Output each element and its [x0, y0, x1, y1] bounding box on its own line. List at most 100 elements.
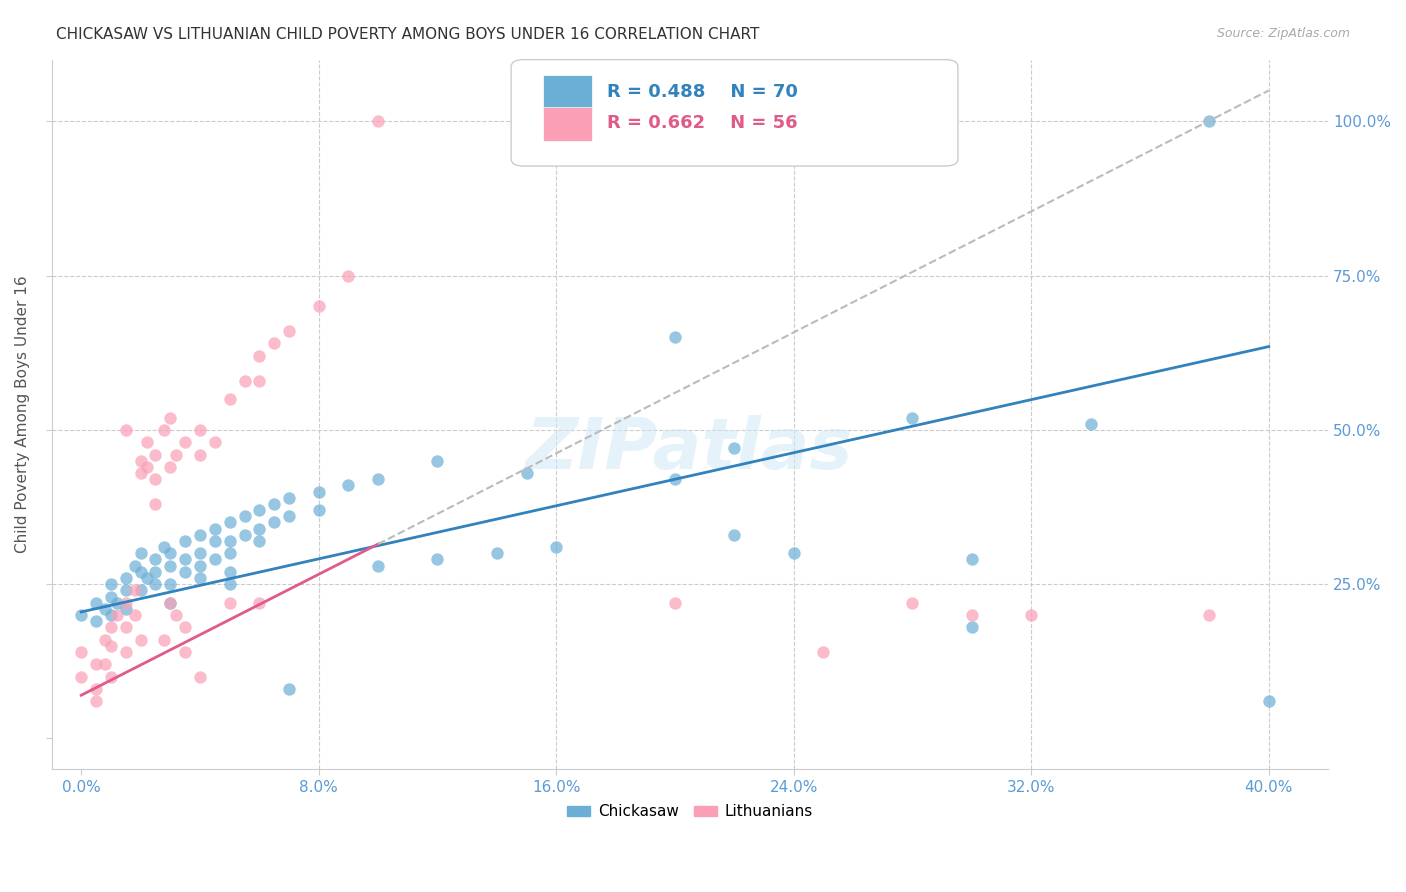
Point	[114, 645, 136, 659]
Point	[159, 558, 181, 573]
Point	[84, 682, 107, 697]
Point	[84, 596, 107, 610]
Point	[129, 454, 152, 468]
Text: CHICKASAW VS LITHUANIAN CHILD POVERTY AMONG BOYS UNDER 16 CORRELATION CHART: CHICKASAW VS LITHUANIAN CHILD POVERTY AM…	[56, 27, 759, 42]
Point	[105, 607, 128, 622]
Text: ZIPatlas: ZIPatlas	[526, 416, 853, 484]
Point	[308, 300, 330, 314]
Point	[233, 374, 256, 388]
Point	[367, 558, 389, 573]
Point	[174, 552, 197, 566]
Point	[247, 522, 270, 536]
Point	[188, 571, 211, 585]
Point	[70, 645, 93, 659]
Point	[337, 268, 360, 283]
Bar	[543, 75, 592, 110]
Point	[664, 330, 686, 344]
Point	[204, 552, 226, 566]
Point	[233, 509, 256, 524]
Point	[124, 607, 146, 622]
Point	[188, 558, 211, 573]
Point	[1080, 417, 1102, 431]
Point	[367, 114, 389, 128]
Point	[218, 516, 240, 530]
Point	[165, 607, 187, 622]
Point	[114, 596, 136, 610]
Point	[308, 503, 330, 517]
Point	[426, 454, 449, 468]
Point	[129, 565, 152, 579]
Point	[218, 596, 240, 610]
Point	[278, 682, 301, 697]
Point	[153, 423, 176, 437]
Point	[278, 509, 301, 524]
Point	[100, 590, 122, 604]
Point	[174, 645, 197, 659]
Point	[247, 349, 270, 363]
Point	[174, 565, 197, 579]
Point	[145, 497, 167, 511]
Point	[783, 546, 806, 560]
Point	[114, 423, 136, 437]
Point	[1198, 114, 1220, 128]
Point	[664, 472, 686, 486]
Point	[114, 583, 136, 598]
Point	[94, 657, 117, 672]
Point	[247, 533, 270, 548]
Point	[159, 596, 181, 610]
Point	[247, 596, 270, 610]
Point	[159, 577, 181, 591]
Point	[100, 577, 122, 591]
Text: Source: ZipAtlas.com: Source: ZipAtlas.com	[1216, 27, 1350, 40]
Point	[159, 596, 181, 610]
Point	[159, 410, 181, 425]
Point	[901, 410, 924, 425]
Point	[174, 620, 197, 634]
Point	[188, 670, 211, 684]
Y-axis label: Child Poverty Among Boys Under 16: Child Poverty Among Boys Under 16	[15, 276, 30, 553]
Point	[100, 639, 122, 653]
Point	[145, 448, 167, 462]
Point	[1019, 607, 1042, 622]
Point	[367, 472, 389, 486]
Point	[114, 571, 136, 585]
Point	[247, 503, 270, 517]
Point	[426, 552, 449, 566]
Point	[114, 620, 136, 634]
Point	[159, 546, 181, 560]
Point	[218, 565, 240, 579]
Point	[153, 540, 176, 554]
Point	[84, 614, 107, 628]
Point	[960, 552, 983, 566]
Point	[135, 435, 157, 450]
Point	[723, 528, 745, 542]
Point	[813, 645, 835, 659]
Point	[263, 516, 285, 530]
Point	[218, 577, 240, 591]
Point	[263, 497, 285, 511]
Point	[1198, 607, 1220, 622]
Point	[153, 632, 176, 647]
Point	[188, 423, 211, 437]
Point	[1257, 694, 1279, 708]
Point	[129, 546, 152, 560]
Point	[145, 577, 167, 591]
Point	[515, 466, 537, 480]
Point	[174, 533, 197, 548]
Point	[100, 620, 122, 634]
Text: R = 0.662    N = 56: R = 0.662 N = 56	[607, 114, 797, 133]
Point	[145, 472, 167, 486]
Point	[278, 491, 301, 505]
Point	[145, 565, 167, 579]
Point	[960, 620, 983, 634]
Point	[84, 657, 107, 672]
Point	[94, 602, 117, 616]
Point	[124, 583, 146, 598]
Point	[145, 552, 167, 566]
Point	[159, 459, 181, 474]
Point	[129, 632, 152, 647]
Point	[204, 522, 226, 536]
Point	[308, 484, 330, 499]
Point	[901, 596, 924, 610]
Point	[100, 670, 122, 684]
